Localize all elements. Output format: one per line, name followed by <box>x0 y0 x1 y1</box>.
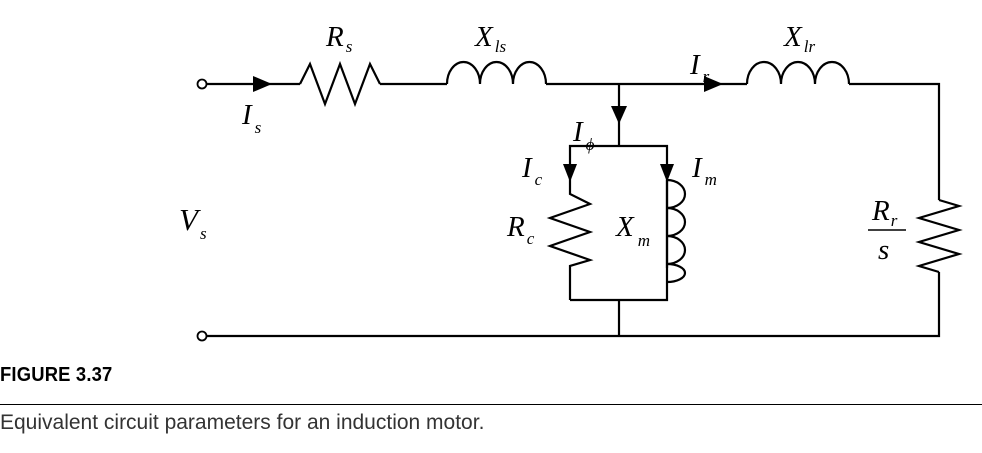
rotor-inductor-Xlr <box>745 60 851 85</box>
arrow-Ic <box>563 164 577 182</box>
wire-right-to-bottom <box>207 272 941 338</box>
rotor-resistor-Rr-over-s <box>915 198 963 274</box>
wire-xlr-to-right <box>849 82 941 200</box>
label-Rr-denominator: s <box>878 234 889 266</box>
magnetizing-branch-join <box>570 180 669 302</box>
figure-caption: Equivalent circuit parameters for an ind… <box>0 411 485 434</box>
label-Rr-numerator: Rr <box>871 195 898 230</box>
arrow-Ir <box>704 76 723 92</box>
arrow-Is <box>253 76 272 92</box>
figure-rule <box>0 404 982 405</box>
magnetizing-inductor-Xm <box>666 178 687 284</box>
input-terminal-top <box>196 78 208 90</box>
stator-inductor-Xls <box>445 60 548 85</box>
arrow-Im <box>660 164 674 182</box>
stator-resistor-Rs <box>299 60 381 108</box>
arrow-Iphi <box>611 106 627 124</box>
input-terminal-bottom <box>196 330 208 342</box>
figure-label: FIGURE 3.37 <box>0 364 113 386</box>
core-loss-resistor-Rc <box>546 190 594 300</box>
